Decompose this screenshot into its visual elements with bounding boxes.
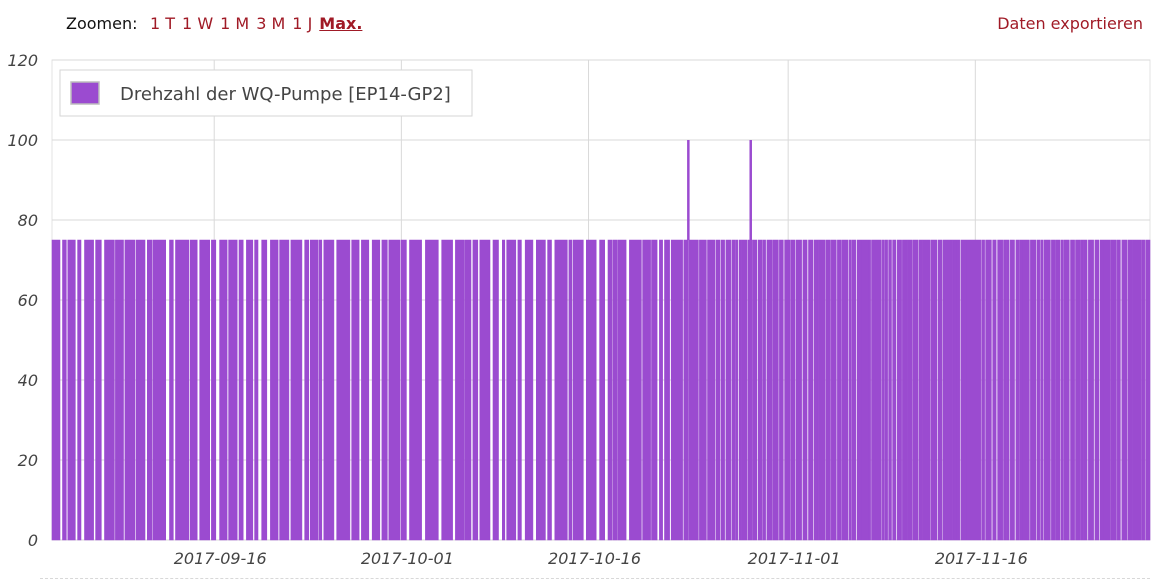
y-tick-label: 60 xyxy=(18,291,38,310)
x-tick-label: 2017-09-16 xyxy=(174,549,267,568)
chart-toolbar: Zoomen: 1 T 1 W 1 M 3 M 1 J Max. Daten e… xyxy=(0,0,1165,48)
series-drehzahl-area xyxy=(51,239,1151,541)
bottom-divider xyxy=(40,578,1150,579)
x-tick-label: 2017-11-01 xyxy=(748,549,841,568)
y-tick-label: 100 xyxy=(7,131,38,150)
legend-swatch xyxy=(70,81,100,105)
zoom-option-1j[interactable]: 1 J xyxy=(292,14,313,33)
zoom-option-1m[interactable]: 1 M xyxy=(220,14,250,33)
x-tick-label: 2017-11-16 xyxy=(935,549,1028,568)
y-tick-label: 120 xyxy=(7,51,38,70)
zoom-option-max[interactable]: Max. xyxy=(319,14,363,33)
zoom-option-1t[interactable]: 1 T xyxy=(150,14,176,33)
y-tick-label: 40 xyxy=(18,371,38,390)
y-tick-label: 80 xyxy=(18,211,38,230)
y-tick-label: 20 xyxy=(18,451,38,470)
y-tick-label: 0 xyxy=(28,531,38,550)
zoom-label: Zoomen: xyxy=(66,14,138,33)
x-tick-label: 2017-10-16 xyxy=(548,549,641,568)
zoom-options: 1 T 1 W 1 M 3 M 1 J Max. xyxy=(150,14,369,33)
chart: 0 20 40 60 80 100 120 2017-09-16 2017-10-01 2017-… xyxy=(7,51,1151,568)
zoom-option-3m[interactable]: 3 M xyxy=(256,14,286,33)
zoom-option-1w[interactable]: 1 W xyxy=(182,14,214,33)
export-data-link[interactable]: Daten exportieren xyxy=(997,14,1143,33)
legend-label: Drehzahl der WQ-Pumpe [EP14-GP2] xyxy=(120,84,451,105)
legend[interactable]: Drehzahl der WQ-Pumpe [EP14-GP2] xyxy=(59,69,473,117)
x-tick-label: 2017-10-01 xyxy=(361,549,454,568)
